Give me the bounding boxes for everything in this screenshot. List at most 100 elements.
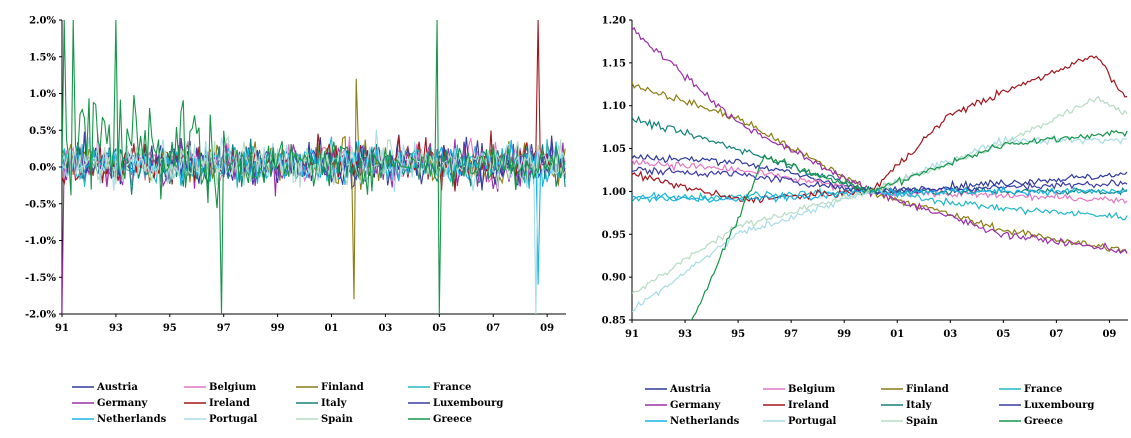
x-tick-label: 07 <box>1049 329 1063 340</box>
y-tick-label: 0.0% <box>29 163 56 174</box>
legend-item-netherlands: Netherlands <box>645 416 740 427</box>
y-tick-label: -1.0% <box>25 236 57 247</box>
series-line-italy <box>62 138 566 195</box>
legend-item-greece: Greece <box>408 414 472 425</box>
legend-label: Ireland <box>209 398 250 409</box>
x-tick-label: 95 <box>731 329 745 340</box>
y-tick-label: 0.90 <box>602 273 626 284</box>
legend-label: Finland <box>906 384 949 395</box>
legend-item-spain: Spain <box>881 416 938 427</box>
legend-label: Ireland <box>788 400 829 411</box>
x-tick-label: 99 <box>271 323 285 334</box>
legend-label: Belgium <box>788 384 836 395</box>
legend-item-greece: Greece <box>999 416 1063 427</box>
legend-label: Luxembourg <box>1024 400 1094 411</box>
series-line-portugal <box>632 135 1128 313</box>
series-line-netherlands <box>632 185 1128 203</box>
legend-item-finland: Finland <box>881 384 949 395</box>
legend-label: Netherlands <box>670 416 740 427</box>
x-tick-label: 05 <box>996 329 1010 340</box>
legend-item-spain: Spain <box>296 414 353 425</box>
y-tick-label: -1.5% <box>25 273 57 284</box>
y-tick-label: 1.5% <box>29 52 56 63</box>
x-tick-label: 03 <box>943 329 957 340</box>
x-tick-label: 91 <box>55 323 69 334</box>
legend-label: Luxembourg <box>433 398 503 409</box>
x-tick-label: 97 <box>217 323 231 334</box>
y-tick-label: 1.00 <box>602 187 626 198</box>
x-tick-label: 01 <box>890 329 904 340</box>
series-line-finland <box>62 78 566 300</box>
legend-item-luxembourg: Luxembourg <box>999 400 1094 411</box>
series-line-italy <box>632 115 1128 196</box>
legend-label: Austria <box>96 382 138 393</box>
legend-label: Austria <box>669 384 711 395</box>
series-line-greece <box>689 129 1128 320</box>
legend-label: Spain <box>906 416 938 427</box>
right-plot-area <box>632 26 1128 320</box>
y-tick-label: 1.15 <box>602 58 626 69</box>
legend-item-belgium: Belgium <box>184 382 257 393</box>
x-tick-label: 09 <box>540 323 554 334</box>
series-line-spain <box>62 134 566 189</box>
legend-item-germany: Germany <box>72 398 149 409</box>
x-tick-label: 93 <box>109 323 123 334</box>
y-tick-label: 2.0% <box>29 16 56 27</box>
y-tick-label: 0.5% <box>29 126 56 137</box>
y-tick-label: 1.20 <box>602 16 626 27</box>
x-tick-label: 07 <box>486 323 500 334</box>
y-tick-label: 1.10 <box>602 101 626 112</box>
x-tick-label: 01 <box>325 323 339 334</box>
legend-label: Greece <box>1024 416 1063 427</box>
x-tick-label: 97 <box>784 329 798 340</box>
legend-item-finland: Finland <box>296 382 364 393</box>
x-tick-label: 95 <box>163 323 177 334</box>
legend-item-austria: Austria <box>645 384 711 395</box>
legend-item-ireland: Ireland <box>763 400 829 411</box>
legend-item-belgium: Belgium <box>763 384 836 395</box>
y-tick-label: -2.0% <box>25 310 57 321</box>
y-tick-label: 0.85 <box>602 316 626 327</box>
legend-item-austria: Austria <box>72 382 138 393</box>
left-plot-area <box>62 20 566 314</box>
x-tick-label: 99 <box>837 329 851 340</box>
x-tick-label: 93 <box>678 329 692 340</box>
x-tick-label: 03 <box>378 323 392 334</box>
legend-label: Germany <box>670 400 722 411</box>
legend-item-luxembourg: Luxembourg <box>408 398 503 409</box>
y-tick-label: 0.95 <box>602 230 626 241</box>
legend-item-germany: Germany <box>645 400 722 411</box>
legend-label: Germany <box>97 398 149 409</box>
legend-label: France <box>433 382 471 393</box>
legend-label: Spain <box>321 414 353 425</box>
legend-label: Portugal <box>209 414 258 425</box>
legend-label: Netherlands <box>97 414 167 425</box>
series-line-ireland <box>632 55 1128 204</box>
legend-label: Italy <box>321 398 348 409</box>
legend-item-france: France <box>408 382 471 393</box>
series-line-greece <box>62 20 566 314</box>
legend-item-italy: Italy <box>881 400 933 411</box>
legend-label: Portugal <box>788 416 837 427</box>
legend-item-portugal: Portugal <box>763 416 837 427</box>
right-chart-index: 1.20 1.15 1.10 1.05 1.00 0.95 0.90 0.85 91 93 95 97… <box>602 16 1128 427</box>
y-tick-label: 1.05 <box>602 144 626 155</box>
legend-label: Finland <box>321 382 364 393</box>
legend-item-italy: Italy <box>296 398 348 409</box>
series-line-luxembourg <box>632 166 1128 196</box>
x-tick-label: 05 <box>432 323 446 334</box>
legend-label: France <box>1024 384 1062 395</box>
y-tick-label: 1.0% <box>29 89 56 100</box>
legend-item-portugal: Portugal <box>184 414 258 425</box>
legend-item-ireland: Ireland <box>184 398 250 409</box>
legend-label: Greece <box>433 414 472 425</box>
x-tick-label: 91 <box>625 329 639 340</box>
legend-label: Belgium <box>209 382 257 393</box>
legend-item-netherlands: Netherlands <box>72 414 167 425</box>
series-line-germany <box>632 26 1128 254</box>
y-tick-label: -0.5% <box>25 199 57 210</box>
left-chart-returns: 2.0% 1.5% 1.0% 0.5% 0.0% -0.5% -1.0% -1.5% -2.0%… <box>25 16 566 425</box>
legend-label: Italy <box>906 400 933 411</box>
